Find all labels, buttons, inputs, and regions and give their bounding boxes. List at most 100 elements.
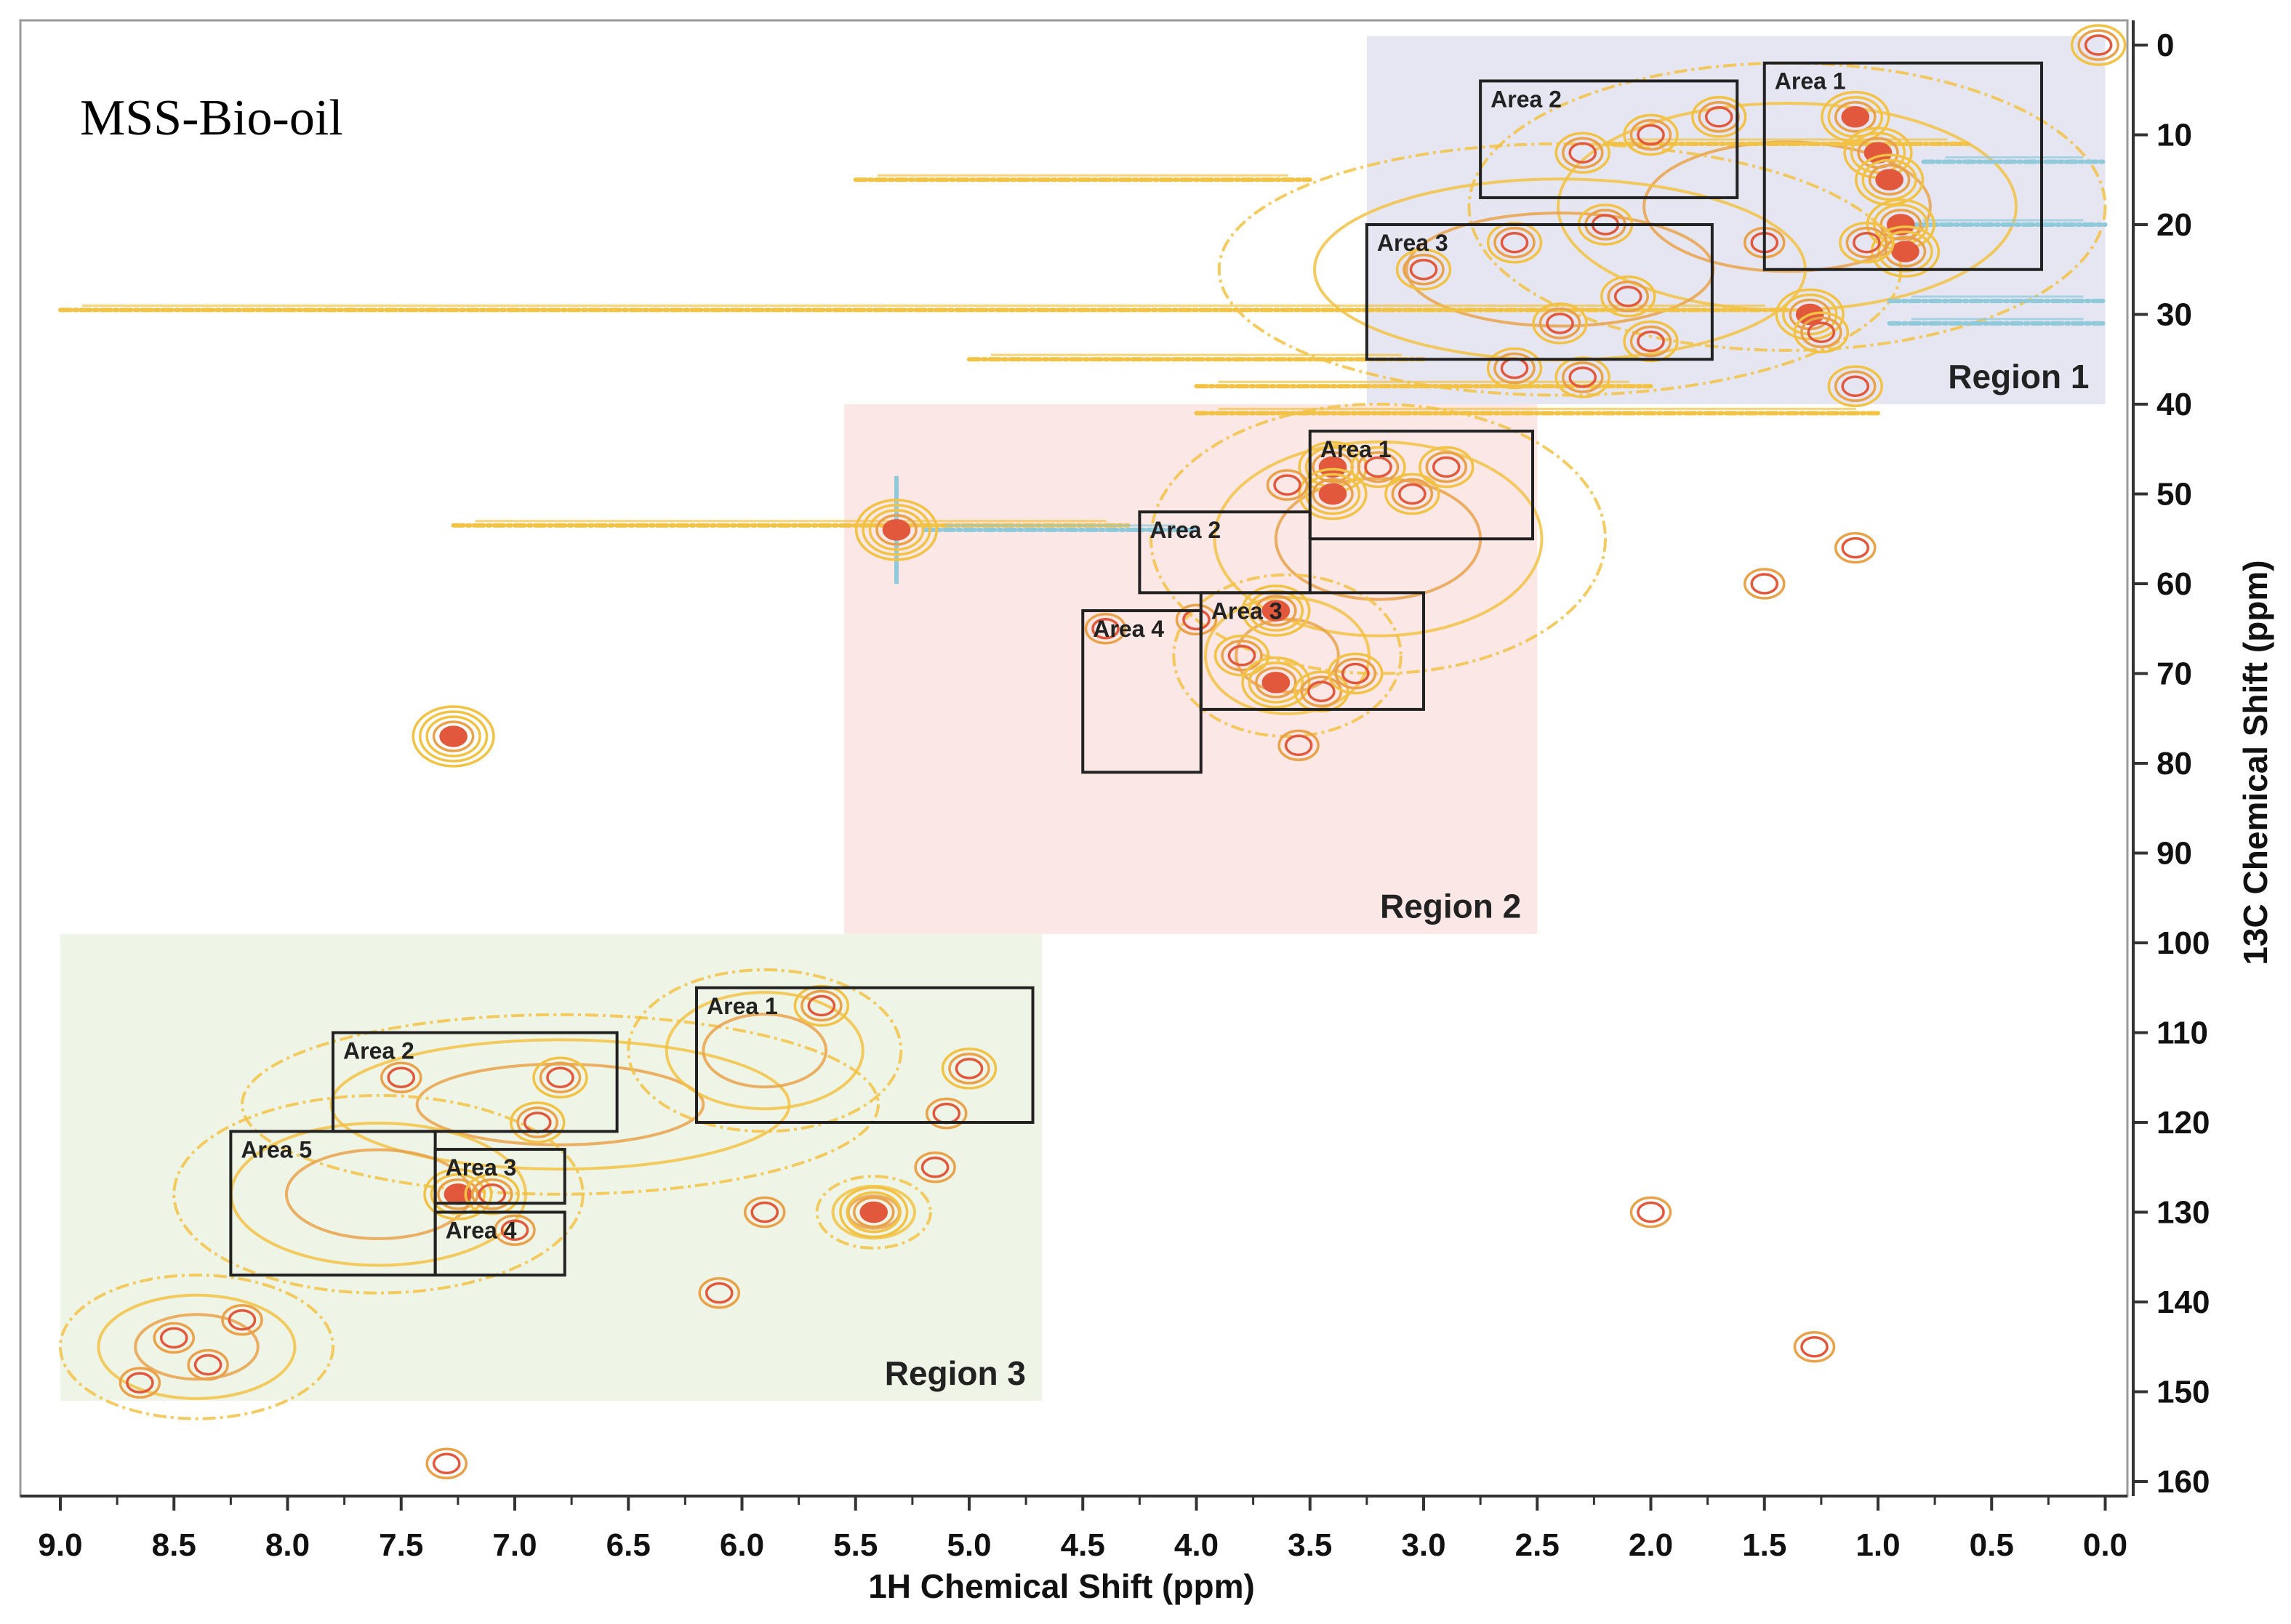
cross-peak-60-ring-2 bbox=[2077, 29, 2119, 61]
cross-peak-26-ring-1 bbox=[1419, 446, 1474, 489]
x-tick-label-18: 0.5 bbox=[1970, 1527, 2014, 1563]
cross-peak-55-ring-1 bbox=[1629, 1196, 1672, 1229]
cross-peak-12-ring-3 bbox=[1568, 142, 1597, 164]
cross-peak-58-ring-2 bbox=[1841, 536, 1870, 559]
x-tick-label-4: 7.5 bbox=[379, 1527, 423, 1563]
cross-peak-35-ring-1 bbox=[1084, 613, 1127, 645]
contour-blob-5-ring-2 bbox=[329, 1038, 791, 1171]
cross-peak-38-ring-3 bbox=[853, 1196, 895, 1229]
cross-peak-60-ring-1 bbox=[2070, 24, 2127, 66]
cross-peak-54-ring-1 bbox=[698, 1277, 740, 1309]
cross-peak-28-ring-4 bbox=[1261, 600, 1291, 622]
cross-peak-30-ring-1 bbox=[1241, 656, 1311, 709]
cross-peak-2-ring-2 bbox=[1850, 132, 1906, 174]
x-tick-label-17: 1.0 bbox=[1855, 1527, 1900, 1563]
cross-peak-48-ring-1 bbox=[380, 1061, 422, 1093]
y-tick-label-17: 160 bbox=[2156, 1464, 2210, 1500]
cross-peak-37-ring-5 bbox=[439, 725, 468, 747]
cross-peak-25-ring-1 bbox=[1384, 473, 1440, 515]
contour-blob-5-ring-1 bbox=[241, 1013, 880, 1196]
y-tick-label-2: 10 bbox=[2156, 118, 2192, 153]
contour-blob-3-ring-2 bbox=[1213, 440, 1544, 638]
cross-peak-59-ring-2 bbox=[1750, 573, 1779, 595]
sample-title: MSS-Bio-oil bbox=[80, 90, 343, 146]
cross-peak-22-ring-4 bbox=[1318, 456, 1347, 478]
x-tick-label-9: 5.0 bbox=[947, 1527, 991, 1563]
y-tick-label-15: 140 bbox=[2156, 1285, 2210, 1320]
x-tick-label-3: 8.0 bbox=[265, 1527, 310, 1563]
cross-peak-53-ring-2 bbox=[228, 1309, 257, 1331]
cross-peak-27-ring-2 bbox=[1273, 474, 1301, 496]
y-tick-label-5: 40 bbox=[2156, 387, 2192, 422]
y-tick-label-1: 0 bbox=[2156, 28, 2174, 63]
y-tick-label-13: 120 bbox=[2156, 1105, 2210, 1141]
region-3-area-1-box bbox=[695, 986, 1035, 1124]
cross-peak-41-ring-2 bbox=[801, 989, 843, 1022]
cross-peak-46-ring-1 bbox=[510, 1101, 566, 1143]
contour-blob-8-ring-1 bbox=[627, 968, 903, 1133]
cross-peak-37-ring-4 bbox=[432, 720, 475, 752]
region-2-area-3-label: Area 3 bbox=[1211, 598, 1283, 624]
y-tick-label-16: 150 bbox=[2156, 1375, 2210, 1410]
cross-peak-6-ring-2 bbox=[1845, 226, 1888, 259]
cross-peak-37-ring-3 bbox=[425, 715, 481, 757]
cross-peak-17-ring-3 bbox=[1546, 313, 1574, 334]
cross-peak-3-ring-4 bbox=[1875, 169, 1903, 190]
cross-peak-14-ring-1 bbox=[1486, 221, 1543, 264]
region-3-background bbox=[60, 933, 1042, 1401]
y-tick-label-14: 130 bbox=[2156, 1195, 2210, 1231]
x-axis-title: 1H Chemical Shift (ppm) bbox=[868, 1567, 1255, 1605]
cross-peak-7-ring-1 bbox=[1775, 288, 1845, 341]
cross-peak-9-ring-1 bbox=[1827, 365, 1883, 408]
region-1-area-1-box bbox=[1762, 61, 2043, 271]
contour-blob-1-ring-1 bbox=[1467, 61, 2107, 352]
cross-peak-23-ring-1 bbox=[1298, 467, 1368, 520]
x-tick-label-19: 0.0 bbox=[2083, 1527, 2127, 1563]
cross-peak-52-ring-2 bbox=[126, 1372, 154, 1394]
cross-peak-40-ring-2 bbox=[948, 1053, 990, 1085]
cross-peak-30-ring-2 bbox=[1248, 662, 1304, 704]
cross-peak-38-ring-2 bbox=[846, 1191, 902, 1234]
x-tick-label-12: 3.5 bbox=[1288, 1527, 1332, 1563]
cross-peak-50-ring-1 bbox=[153, 1322, 195, 1354]
x-tick-label-2: 8.5 bbox=[152, 1527, 196, 1563]
cross-peak-51-ring-2 bbox=[193, 1354, 222, 1376]
cross-peak-10-ring-3 bbox=[1704, 106, 1733, 128]
cross-peak-15-ring-3 bbox=[1409, 259, 1438, 281]
cross-peak-27-ring-1 bbox=[1266, 469, 1309, 501]
region-3-area-2-box bbox=[332, 1031, 619, 1133]
cross-peak-24-ring-2 bbox=[1357, 451, 1400, 483]
cross-peak-26-ring-2 bbox=[1425, 451, 1467, 483]
cross-peak-32-ring-1 bbox=[1328, 652, 1384, 695]
region-3-label: Region 3 bbox=[885, 1354, 1026, 1392]
cross-peak-20-ring-3 bbox=[1568, 366, 1597, 388]
cross-peak-18-ring-2 bbox=[1629, 325, 1672, 358]
cross-peak-24-ring-3 bbox=[1364, 456, 1392, 478]
cross-peak-41-ring-1 bbox=[793, 984, 850, 1027]
cross-peak-47-ring-3 bbox=[546, 1066, 574, 1088]
x-tick-label-6: 6.5 bbox=[606, 1527, 651, 1563]
contour-blob-6-ring-1 bbox=[172, 1093, 585, 1295]
cross-peak-44-ring-2 bbox=[430, 1173, 486, 1215]
region-3-area-3-label: Area 3 bbox=[446, 1154, 517, 1181]
x-tick-label-10: 4.5 bbox=[1061, 1527, 1105, 1563]
y-tick-label-3: 20 bbox=[2156, 207, 2192, 243]
region-3-area-5-box bbox=[229, 1130, 437, 1277]
cross-peak-42-ring-2 bbox=[750, 1201, 779, 1223]
region-3-area-2-label: Area 2 bbox=[343, 1038, 414, 1064]
cross-peak-18-ring-3 bbox=[1637, 330, 1665, 353]
cross-peak-33-ring-1 bbox=[1277, 729, 1320, 762]
contour-blob-4-ring-1 bbox=[1172, 573, 1403, 738]
cross-peak-38-ring-1 bbox=[839, 1186, 909, 1239]
x-axis: 9.0 8.5 8.0 7.5 7.0 6.5 6.0 5.5 5.0 4.5 4.0 3.5 3.0 2… bbox=[20, 1495, 2127, 1563]
cross-peak-14-ring-3 bbox=[1500, 231, 1529, 254]
cross-peak-11-ring-2 bbox=[1629, 118, 1672, 151]
contour-blob-7-ring-3 bbox=[134, 1313, 260, 1381]
cross-peak-9-ring-3 bbox=[1841, 375, 1870, 398]
region-1-label: Region 1 bbox=[1948, 358, 2089, 395]
cross-peak-12-ring-2 bbox=[1562, 137, 1604, 169]
cross-peak-36-ring-4 bbox=[875, 514, 918, 546]
y-tick-label-4: 30 bbox=[2156, 297, 2192, 333]
cross-peak-24-ring-1 bbox=[1350, 446, 1406, 489]
cross-peak-1-ring-4 bbox=[1841, 106, 1870, 128]
